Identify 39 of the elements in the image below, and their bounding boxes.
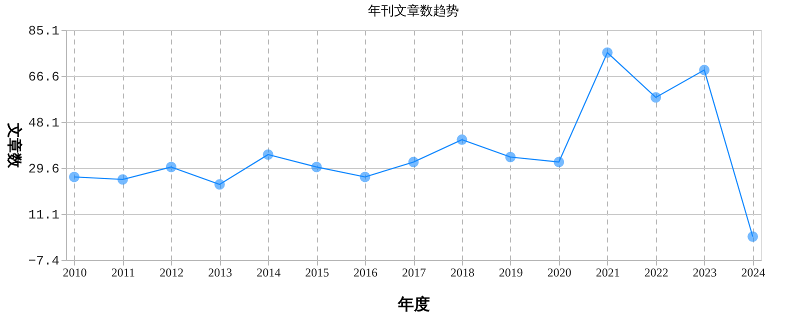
y-axis-title: 文章数 xyxy=(5,122,24,169)
x-tick-label: 2020 xyxy=(547,266,572,280)
x-tick-label: 2018 xyxy=(450,266,474,280)
point xyxy=(602,47,613,58)
x-axis-title: 年度 xyxy=(397,294,430,314)
x-tick-label: 2011 xyxy=(111,266,135,280)
y-tick-label: 48.1 xyxy=(28,116,60,130)
point xyxy=(554,156,564,168)
point xyxy=(408,156,419,168)
x-tick-label: 2024 xyxy=(741,266,766,280)
point xyxy=(456,134,468,145)
x-tick-label: 2022 xyxy=(644,266,668,280)
point xyxy=(262,149,274,160)
point xyxy=(650,92,662,103)
y-tick-label: 66.6 xyxy=(28,70,60,84)
point xyxy=(68,172,80,182)
point xyxy=(360,172,370,182)
x-tick-label: 2017 xyxy=(402,266,426,280)
x-tick-label: 2023 xyxy=(692,266,717,280)
point xyxy=(311,162,322,172)
x-tick-label: 2013 xyxy=(208,266,232,280)
y-tick-label: −7.4 xyxy=(28,254,60,268)
y-tick-label: 29.6 xyxy=(28,162,60,176)
y-tick-label: 85.1 xyxy=(28,24,60,38)
point xyxy=(699,64,710,76)
x-tick-label: 2016 xyxy=(354,266,378,280)
chart-title: 年刊文章数趋势 xyxy=(368,4,459,19)
point xyxy=(117,174,128,185)
x-tick-label: 2010 xyxy=(62,266,87,280)
x-tick-label: 2012 xyxy=(160,266,184,280)
x-tick-label: 2019 xyxy=(498,266,523,280)
y-tick-label: 11.1 xyxy=(28,208,60,222)
x-tick-label: 2014 xyxy=(256,266,281,280)
x-tick-label: 2021 xyxy=(596,266,620,280)
point xyxy=(748,231,758,242)
point xyxy=(166,162,176,172)
x-tick-label: 2015 xyxy=(305,266,330,280)
point xyxy=(505,152,516,162)
point xyxy=(214,179,225,190)
